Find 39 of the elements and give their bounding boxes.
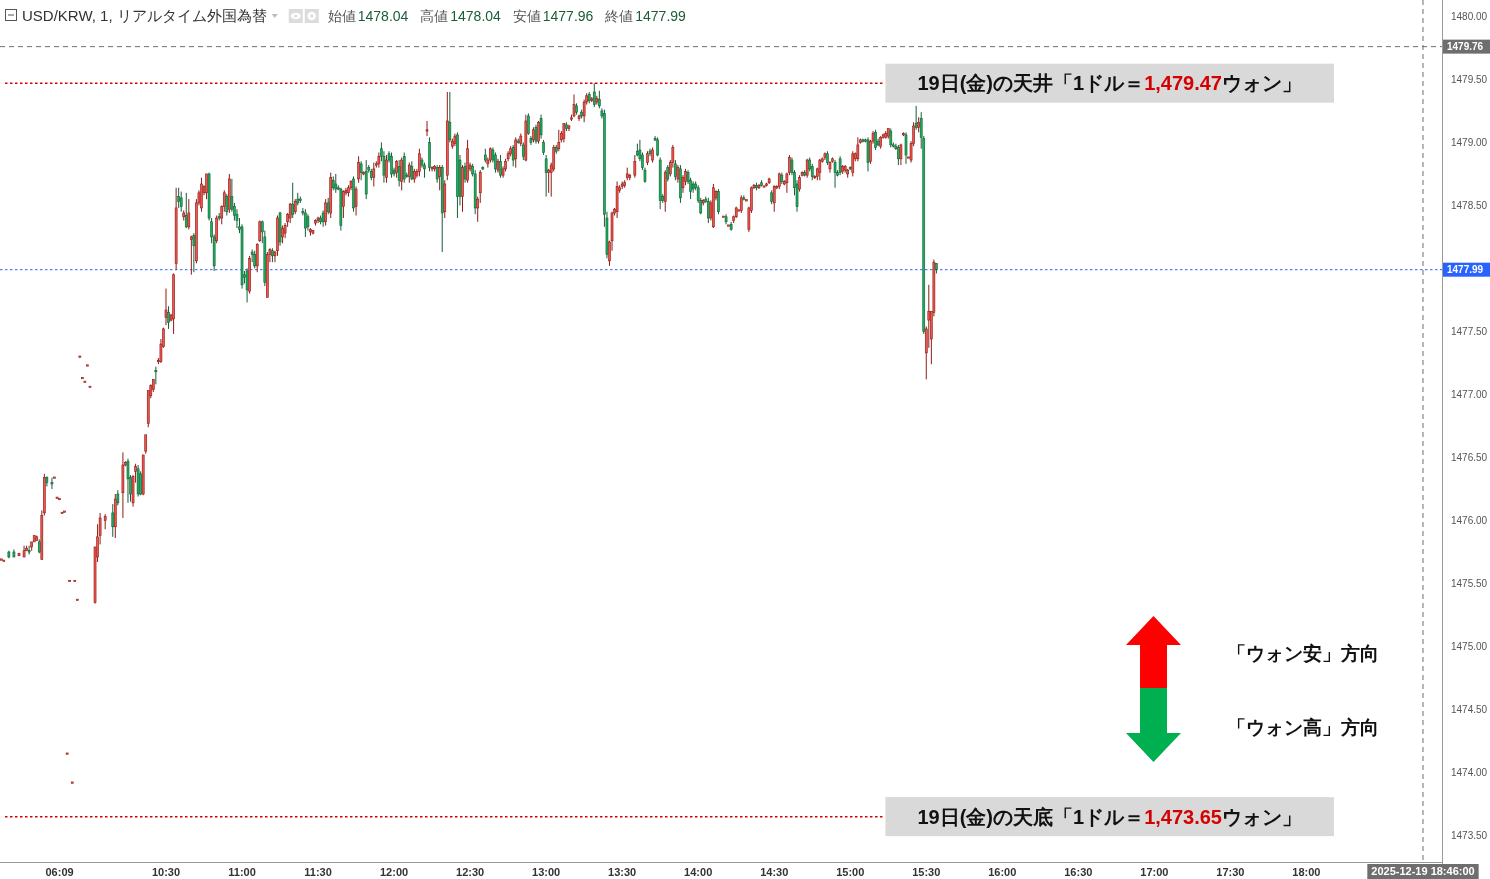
- y-tick-label: 1479.00: [1451, 136, 1488, 148]
- x-tick-label: 11:00: [228, 866, 256, 878]
- subtitle: 始値1478.04 高値1478.04 安値1477.96 終値1477.99: [327, 8, 686, 24]
- y-tick-label: 1475.00: [1451, 641, 1488, 652]
- x-tick-label: 2025-12-19 18:46:00: [1371, 865, 1475, 877]
- x-tick-label: 13:00: [532, 866, 561, 878]
- annotation: 「ウォン高」方向: [1227, 717, 1379, 738]
- y-tick-label: 1479.50: [1451, 73, 1488, 85]
- y-tick-label: 1473.50: [1451, 830, 1488, 842]
- x-tick-label: 10:30: [151, 866, 181, 878]
- x-tick-label: 11:30: [304, 866, 332, 878]
- title: USD/KRW, 1, リアルタイム外国為替: [22, 7, 267, 24]
- y-tick-label: 1474.50: [1451, 704, 1488, 715]
- x-tick-label: 14:00: [684, 866, 713, 878]
- y-reference-label: 1477.99: [1447, 264, 1484, 276]
- y-tick-label: 1477.50: [1451, 325, 1488, 337]
- x-tick-label: 16:00: [988, 866, 1017, 878]
- x-tick-label: 16:30: [1064, 866, 1093, 878]
- x-tick-label: 12:30: [456, 866, 485, 878]
- x-tick-label: 14:30: [760, 866, 789, 878]
- y-tick-label: 1474.00: [1451, 767, 1488, 778]
- x-tick-label: 15:30: [912, 866, 941, 878]
- reference-line-label: 19日(金)の天底「1ドル＝1,473.65ウォン」: [917, 805, 1302, 828]
- y-tick-label: 1478.50: [1451, 199, 1488, 211]
- x-tick-label: 12:00: [380, 866, 409, 878]
- x-tick-label: 17:00: [1140, 866, 1169, 878]
- y-reference-label: 1479.76: [1447, 41, 1484, 53]
- y-tick-label: 1477.00: [1451, 388, 1488, 400]
- x-tick-label: 13:30: [608, 866, 637, 878]
- y-tick-label: 1475.50: [1451, 578, 1488, 589]
- y-tick-label: 1476.00: [1451, 515, 1488, 526]
- x-tick-label: 06:09: [45, 866, 74, 878]
- x-tick-label: 17:30: [1216, 866, 1245, 878]
- y-tick-label: 1480.00: [1451, 10, 1488, 22]
- x-tick-label: 18:00: [1292, 866, 1321, 878]
- reference-line-label: 19日(金)の天井「1ドル＝1,479.47ウォン」: [917, 72, 1302, 95]
- annotation: 「ウォン安」方向: [1227, 643, 1379, 664]
- y-tick-label: 1476.50: [1451, 451, 1488, 463]
- x-tick-label: 15:00: [836, 866, 865, 878]
